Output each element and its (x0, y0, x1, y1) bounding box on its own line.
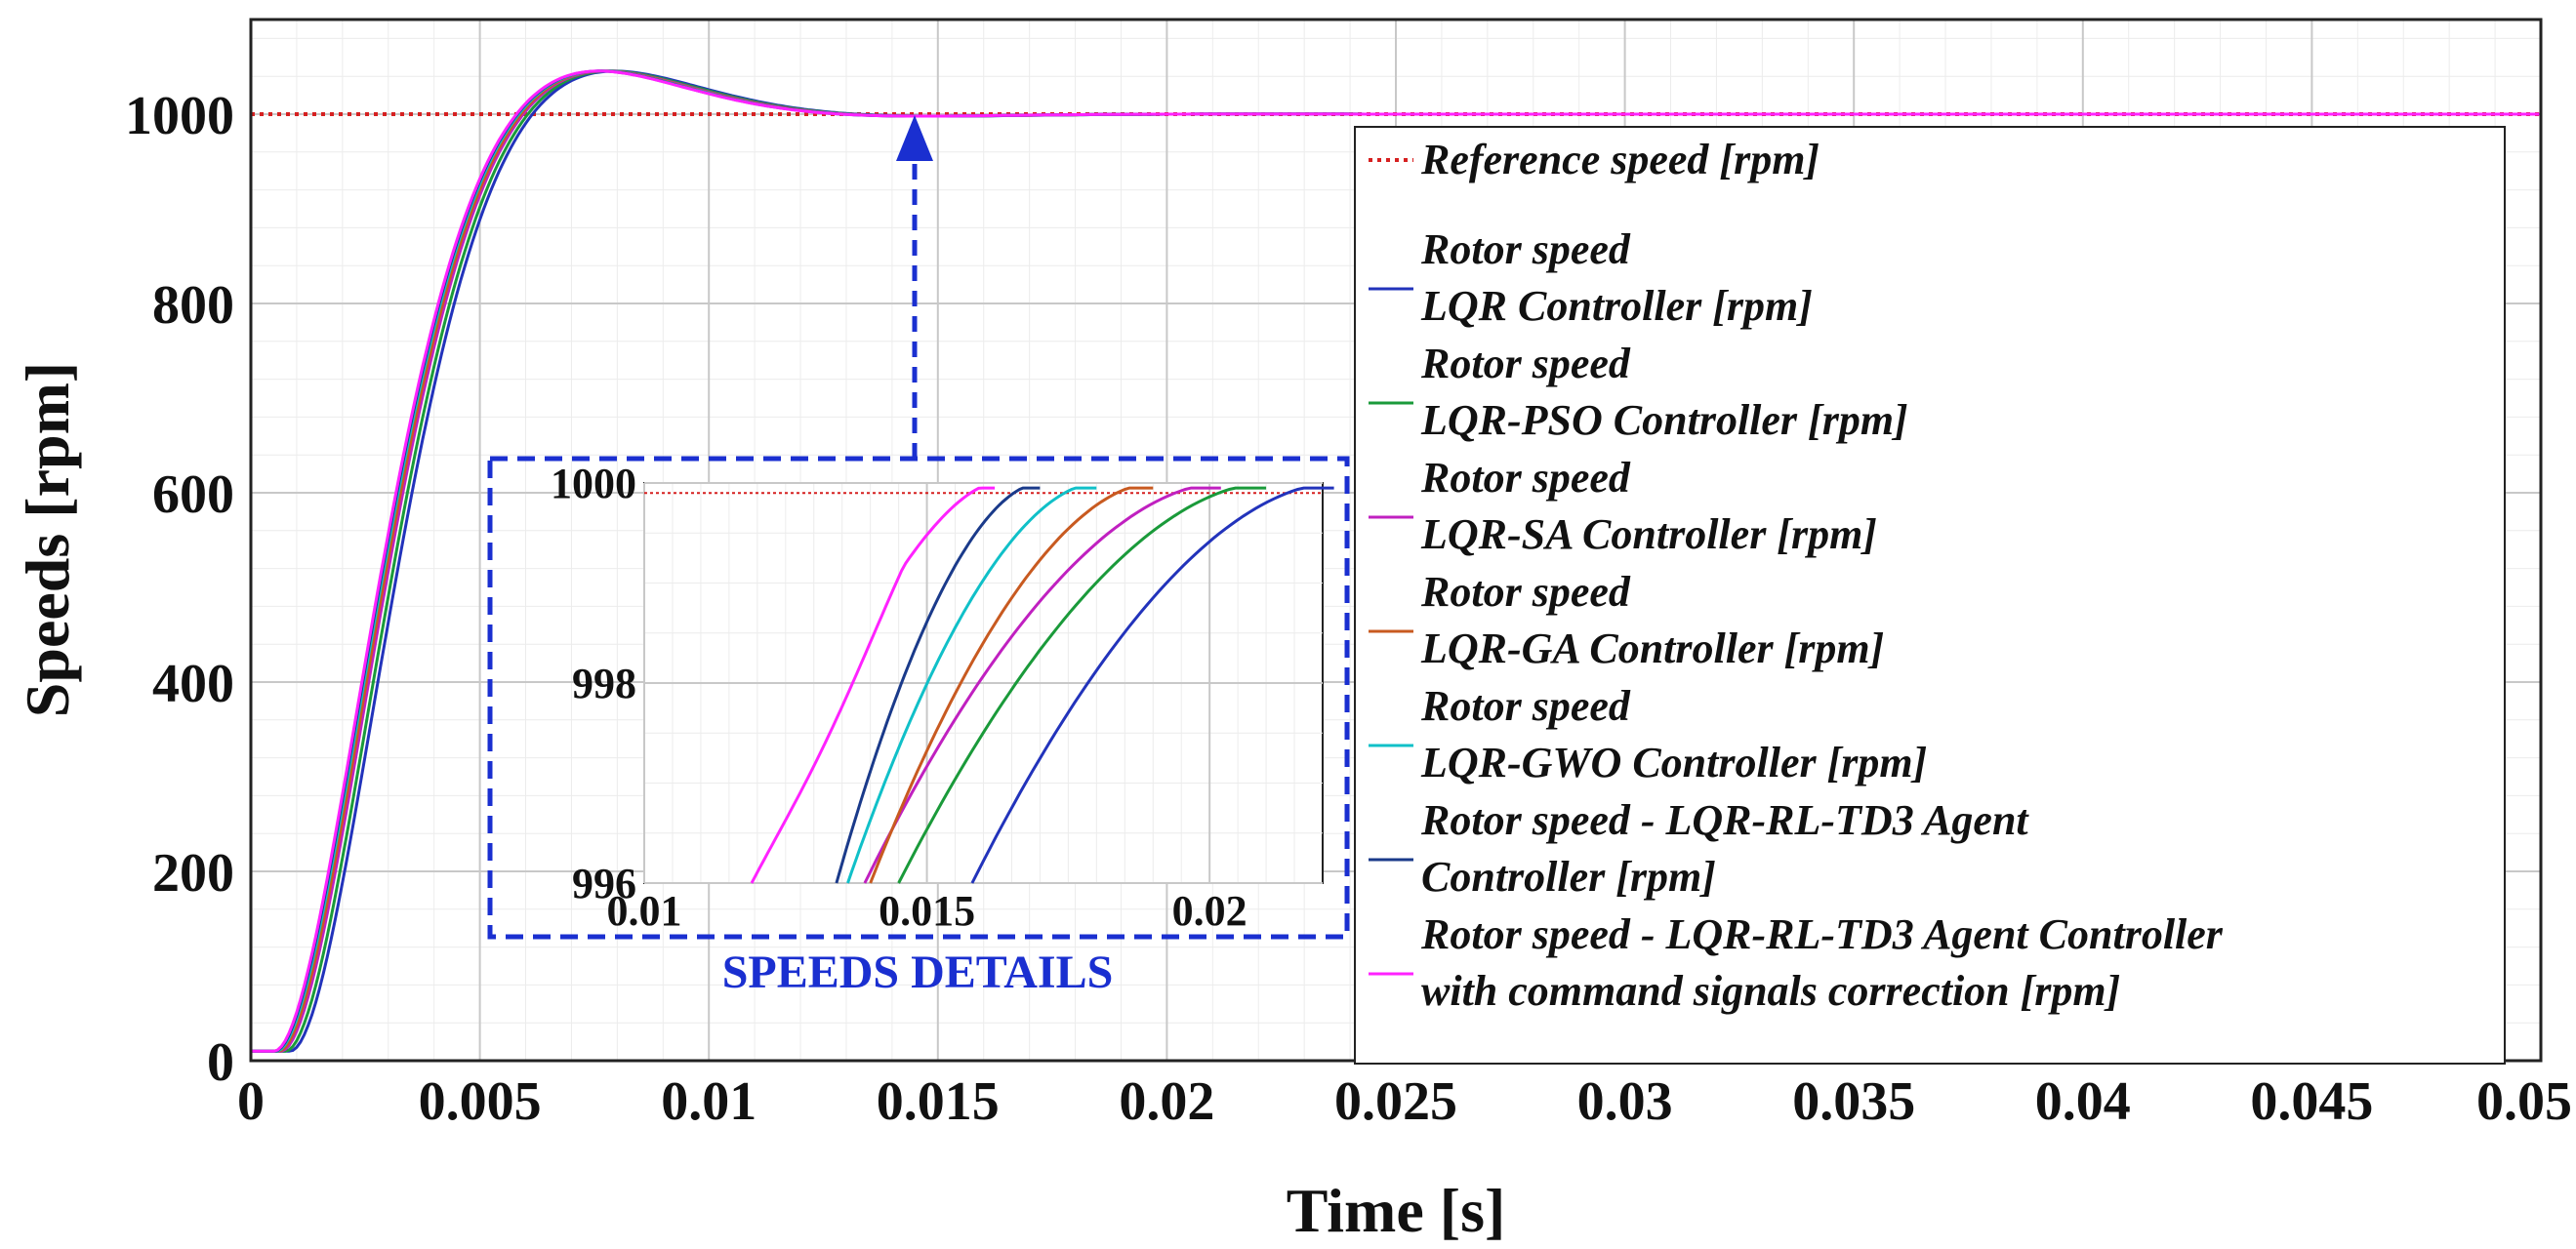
legend-label: LQR-GA Controller [rpm] (1420, 624, 1884, 672)
y-tick-label: 400 (152, 654, 234, 714)
x-tick-label: 0.04 (2035, 1071, 2131, 1132)
legend-label: LQR-PSO Controller [rpm] (1420, 396, 1908, 444)
legend-label: Rotor speed (1420, 225, 1631, 273)
y-axis-label: Speeds [rpm] (13, 362, 82, 717)
inset-series-line (863, 486, 1221, 884)
speeds-details-inset: 0.01 0.015 0.02 996 998 1000 SPEEDS DETAILS (487, 456, 1350, 998)
y-tick-label: 600 (152, 464, 234, 525)
y-tick-labels: 0 200 400 600 800 1000 (125, 86, 234, 1093)
inset-x-tick-label: 0.02 (1172, 887, 1247, 935)
y-tick-label: 800 (152, 275, 234, 336)
legend-box (1354, 126, 2506, 1065)
x-tick-label: 0.03 (1577, 1071, 1673, 1132)
x-tick-label: 0.025 (1334, 1071, 1457, 1132)
inset-tick-labels: 0.01 0.015 0.02 996 998 1000 (551, 460, 1247, 935)
series-line (251, 69, 2541, 1053)
legend-label: Reference speed [rpm] (1420, 136, 1820, 183)
y-tick-label: 0 (207, 1032, 234, 1093)
inset-series-line (897, 486, 1267, 884)
legend-label: Controller [rpm] (1421, 853, 1716, 901)
inset-x-tick-label: 0.01 (607, 887, 682, 935)
legend-label: Rotor speed (1420, 340, 1631, 387)
x-tick-label: 0.035 (1792, 1071, 1915, 1132)
inset-series-line (970, 486, 1334, 884)
detail-arrow-head (896, 115, 933, 161)
x-tick-label: 0 (237, 1071, 265, 1132)
legend-label: with command signals correction [rpm] (1421, 967, 2120, 1015)
x-tick-label: 0.015 (877, 1071, 1000, 1132)
x-tick-labels: 0 0.005 0.01 0.015 0.02 0.025 0.03 0.035 0.04 0.0… (237, 1071, 2572, 1132)
inset-series-line (750, 486, 996, 884)
x-tick-label: 0.01 (661, 1071, 756, 1132)
inset-series-line (869, 486, 1154, 884)
legend-label: LQR-GWO Controller [rpm] (1420, 739, 1927, 786)
legend-label: Rotor speed - LQR-RL-TD3 Agent (1420, 796, 2029, 844)
legend-label: LQR-SA Controller [rpm] (1420, 510, 1877, 558)
inset-y-tick-label: 998 (572, 660, 636, 707)
x-tick-label: 0.045 (2250, 1071, 2373, 1132)
legend-label: LQR Controller [rpm] (1420, 282, 1813, 330)
x-tick-label: 0.005 (419, 1071, 542, 1132)
legend-label: Rotor speed - LQR-RL-TD3 Agent Controlle… (1420, 910, 2224, 958)
x-tick-label: 0.02 (1119, 1071, 1214, 1132)
inset-series-line (835, 486, 1041, 884)
inset-y-tick-label: 996 (572, 860, 636, 907)
inset-title: SPEEDS DETAILS (722, 947, 1114, 998)
inset-series-line (846, 486, 1097, 884)
legend-label: Rotor speed (1420, 568, 1631, 616)
legend-label: Rotor speed (1420, 682, 1631, 730)
y-tick-label: 200 (152, 843, 234, 904)
inset-curves (644, 486, 1334, 884)
inset-y-tick-label: 1000 (551, 460, 636, 507)
speed-curves (251, 69, 2541, 1053)
inset-x-tick-label: 0.015 (879, 887, 975, 935)
x-axis-label: Time [s] (1287, 1176, 1506, 1245)
legend: Reference speed [rpm] Rotor speed LQR Cont… (1354, 126, 2506, 1065)
y-tick-label: 1000 (125, 86, 234, 146)
x-tick-label: 0.05 (2476, 1071, 2572, 1132)
inset-grid (643, 482, 1323, 884)
inset-dashed-frame (487, 456, 1350, 940)
legend-label: Rotor speed (1420, 454, 1631, 502)
detail-arrow (896, 115, 933, 459)
